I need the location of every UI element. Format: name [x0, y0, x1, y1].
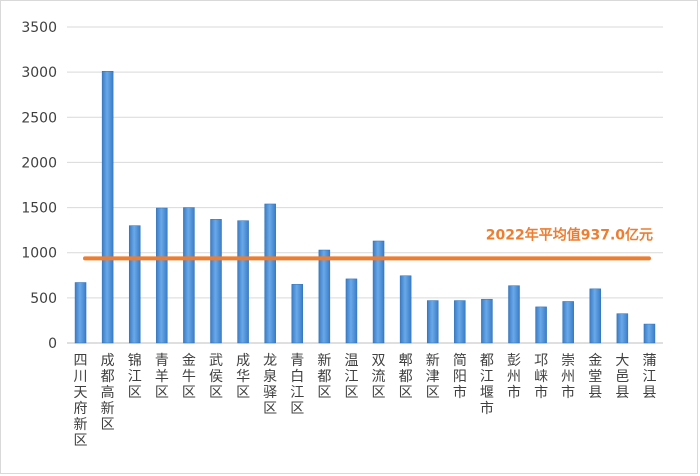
x-tick-label: 金牛区 — [182, 353, 196, 401]
x-tick-label: 都江堰市 — [480, 353, 494, 417]
y-tick-label: 2000 — [21, 155, 57, 171]
x-tick-label: 新津区 — [426, 353, 440, 401]
x-tick-label: 锦江区 — [128, 352, 142, 401]
x-tick-label: 新都区 — [317, 353, 331, 401]
x-axis: 四川天府新区成都高新区锦江区青羊区金牛区武侯区成华区龙泉驿区青白江区新都区温江区… — [74, 352, 657, 449]
y-tick-label: 500 — [30, 291, 57, 307]
x-tick-label: 武侯区 — [209, 353, 223, 401]
y-tick-label: 1000 — [21, 246, 57, 262]
average-line-label: 2022年平均值937.0亿元 — [486, 226, 653, 243]
bar — [643, 323, 656, 344]
bar — [481, 298, 493, 344]
x-tick-label: 四川天府新区 — [74, 353, 88, 449]
bars — [74, 70, 656, 344]
bar — [508, 285, 520, 344]
x-tick-label: 成华区 — [236, 353, 250, 401]
bar — [562, 301, 574, 344]
x-tick-label: 成都高新区 — [101, 353, 115, 433]
y-tick-label: 3500 — [21, 20, 57, 36]
y-axis: 0 500 1000 1500 2000 2500 3000 3500 — [21, 20, 57, 352]
bar — [399, 275, 412, 344]
average-line-group: 2022年平均值937.0亿元 — [83, 226, 653, 261]
x-tick-label: 蒲江县 — [642, 353, 656, 401]
bar — [616, 313, 629, 344]
x-tick-label: 大邑县 — [615, 353, 629, 401]
bar — [74, 282, 87, 344]
x-tick-label: 邛崃市 — [534, 353, 548, 401]
bar — [589, 288, 602, 344]
x-tick-label: 崇州市 — [561, 353, 575, 401]
bar — [156, 207, 168, 344]
x-tick-label: 金堂县 — [588, 353, 602, 401]
bar — [210, 219, 222, 344]
bar — [345, 278, 358, 344]
x-tick-label: 青羊区 — [155, 353, 169, 401]
y-tick-label: 0 — [48, 336, 57, 352]
bar — [454, 300, 466, 344]
bar — [183, 207, 195, 344]
bar — [128, 225, 141, 344]
bar — [237, 220, 249, 344]
bar — [535, 306, 547, 344]
bar — [318, 249, 331, 344]
bar — [101, 70, 114, 344]
bar — [291, 284, 304, 344]
y-tick-label: 2500 — [21, 110, 57, 126]
y-tick-label: 1500 — [21, 201, 57, 217]
y-tick-label: 3000 — [21, 65, 57, 81]
bar — [372, 240, 385, 344]
x-tick-label: 龙泉驿区 — [263, 353, 277, 417]
x-tick-label: 简阳市 — [453, 352, 467, 401]
x-tick-label: 青白江区 — [290, 353, 304, 417]
x-tick-label: 温江区 — [344, 353, 358, 401]
x-tick-label: 双流区 — [372, 353, 386, 401]
x-tick-label: 彭州市 — [507, 353, 521, 401]
x-tick-label: 郫都区 — [399, 353, 413, 401]
bar — [264, 203, 276, 344]
bar — [426, 300, 439, 344]
